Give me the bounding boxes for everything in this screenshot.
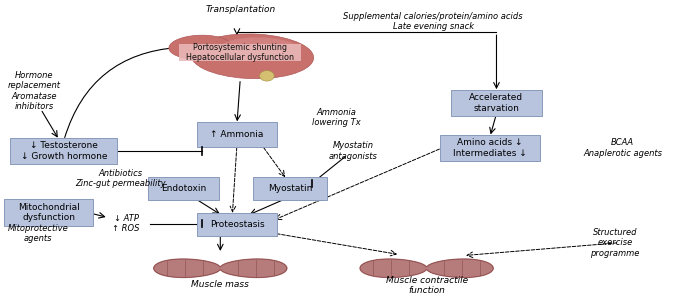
FancyBboxPatch shape: [197, 213, 277, 236]
Text: Proteostasis: Proteostasis: [209, 220, 265, 229]
Text: Transplantation: Transplantation: [205, 5, 275, 14]
Ellipse shape: [220, 37, 300, 60]
Text: Muscle contractile
function: Muscle contractile function: [386, 276, 468, 295]
Ellipse shape: [191, 34, 313, 79]
Text: ↓ ATP
↑ ROS: ↓ ATP ↑ ROS: [112, 214, 140, 233]
FancyBboxPatch shape: [197, 122, 277, 147]
Text: Mitochondrial
dysfunction: Mitochondrial dysfunction: [18, 203, 80, 222]
FancyBboxPatch shape: [179, 43, 301, 61]
Text: Accelerated
starvation: Accelerated starvation: [469, 93, 524, 113]
Text: Mitoprotective
agents: Mitoprotective agents: [7, 224, 68, 243]
Text: Myostatin: Myostatin: [268, 184, 312, 193]
FancyBboxPatch shape: [10, 138, 118, 164]
Text: Hormone
replacement
Aromatase
inhibitors: Hormone replacement Aromatase inhibitors: [7, 71, 61, 111]
Text: Supplemental calories/protein/amino acids
Late evening snack: Supplemental calories/protein/amino acid…: [343, 12, 523, 31]
Text: Muscle mass: Muscle mass: [191, 280, 250, 289]
Polygon shape: [154, 259, 287, 278]
Text: BCAA
Anaplerotic agents: BCAA Anaplerotic agents: [583, 138, 662, 158]
Text: Portosystemic shunting
Hepatocellular dysfunction: Portosystemic shunting Hepatocellular dy…: [186, 43, 294, 62]
Text: ↑ Ammonia: ↑ Ammonia: [210, 130, 264, 139]
FancyBboxPatch shape: [452, 90, 542, 116]
Text: Ammonia
lowering Tx: Ammonia lowering Tx: [312, 108, 361, 127]
Text: ↓ Testosterone
↓ Growth hormone: ↓ Testosterone ↓ Growth hormone: [20, 141, 107, 161]
Text: Antibiotics
Zinc-gut permeability: Antibiotics Zinc-gut permeability: [75, 169, 166, 188]
FancyBboxPatch shape: [148, 177, 219, 200]
FancyBboxPatch shape: [439, 135, 540, 161]
FancyBboxPatch shape: [4, 199, 93, 226]
FancyBboxPatch shape: [253, 177, 327, 200]
Text: Endotoxin: Endotoxin: [161, 184, 206, 193]
Ellipse shape: [260, 71, 274, 81]
Text: Myostatin
antagonists: Myostatin antagonists: [329, 141, 378, 161]
Text: Amino acids ↓
Intermediates ↓: Amino acids ↓ Intermediates ↓: [453, 138, 527, 158]
Polygon shape: [360, 259, 493, 278]
Text: Structured
exercise
programme: Structured exercise programme: [590, 228, 640, 258]
Ellipse shape: [169, 35, 232, 59]
